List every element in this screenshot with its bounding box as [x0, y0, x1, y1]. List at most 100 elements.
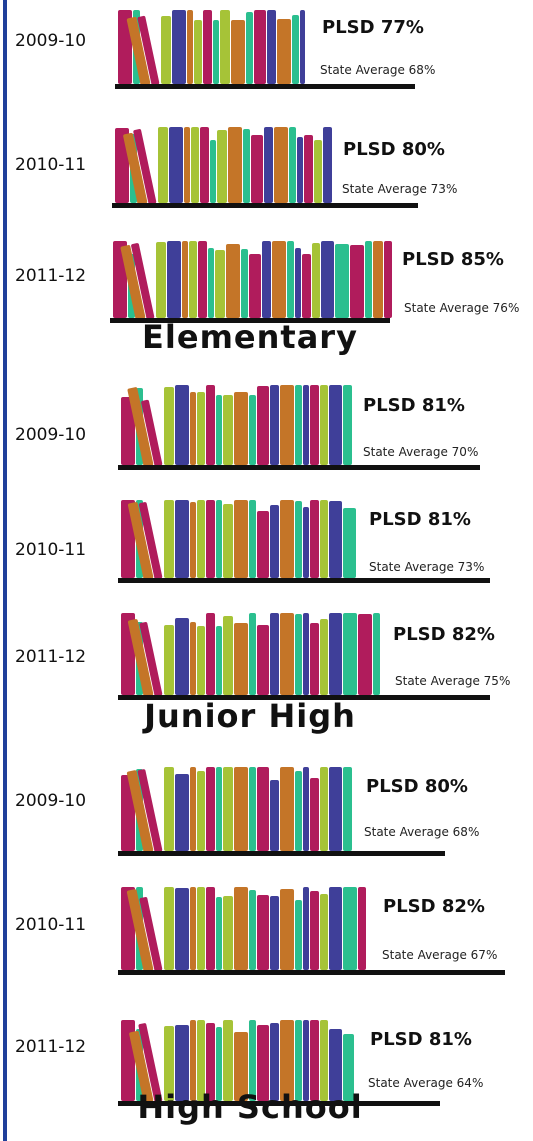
shelf — [118, 970, 505, 975]
book — [210, 140, 216, 203]
book — [280, 500, 294, 578]
book — [216, 395, 222, 465]
book — [329, 887, 342, 970]
side-bar — [3, 0, 7, 1141]
book — [223, 395, 233, 465]
book — [280, 613, 294, 695]
book — [264, 127, 273, 203]
state-average: State Average 64% — [368, 1076, 483, 1090]
district-rate: PLSD 85% — [402, 249, 504, 270]
book — [175, 500, 189, 578]
shelf — [112, 203, 418, 208]
district-rate: PLSD 81% — [363, 395, 465, 416]
book — [262, 241, 271, 318]
book — [303, 613, 309, 695]
group-title: Junior High — [142, 697, 356, 735]
book — [206, 887, 215, 970]
book — [194, 20, 202, 84]
book — [200, 127, 209, 203]
book — [223, 616, 233, 695]
book — [257, 895, 269, 970]
district-rate: PLSD 81% — [370, 1029, 472, 1050]
shelf — [118, 851, 445, 856]
infographic: 2009-10PLSD 77%State Average 68%2010-11P… — [0, 0, 533, 1141]
book — [320, 894, 328, 970]
state-average: State Average 67% — [382, 948, 497, 962]
book — [234, 887, 248, 970]
book — [164, 625, 174, 695]
shelf — [118, 578, 490, 583]
book — [302, 254, 311, 318]
book — [243, 129, 250, 203]
year-label: 2009-10 — [15, 791, 86, 811]
book — [329, 767, 342, 851]
book — [373, 241, 383, 318]
book — [314, 140, 322, 203]
district-rate: PLSD 82% — [393, 624, 495, 645]
book — [289, 127, 296, 203]
book — [373, 613, 380, 695]
book — [270, 505, 279, 578]
book — [384, 241, 392, 318]
book — [206, 767, 215, 851]
book — [234, 392, 248, 465]
book — [323, 127, 332, 203]
book — [358, 614, 372, 695]
book — [329, 501, 342, 578]
book — [320, 767, 328, 851]
shelf — [118, 465, 480, 470]
book — [257, 625, 269, 695]
book — [197, 771, 205, 851]
book — [270, 613, 279, 695]
book — [175, 618, 189, 695]
book — [190, 392, 196, 465]
book — [190, 502, 196, 578]
state-average: State Average 73% — [342, 182, 457, 196]
book — [182, 241, 188, 318]
year-label: 2011-12 — [15, 1037, 86, 1057]
year-label: 2010-11 — [15, 155, 86, 175]
book — [343, 508, 356, 578]
book — [343, 613, 357, 695]
book — [312, 243, 320, 318]
book — [280, 385, 294, 465]
book — [295, 248, 301, 318]
book — [295, 501, 302, 578]
district-rate: PLSD 81% — [369, 509, 471, 530]
book — [156, 242, 166, 318]
book — [257, 511, 269, 578]
book — [158, 127, 168, 203]
book — [206, 385, 215, 465]
book — [295, 614, 302, 695]
book — [303, 385, 309, 465]
book — [329, 613, 342, 695]
state-average: State Average 75% — [395, 674, 510, 688]
book — [270, 780, 279, 851]
book — [320, 619, 328, 695]
book — [206, 500, 215, 578]
district-rate: PLSD 80% — [343, 139, 445, 160]
book — [295, 771, 302, 851]
year-label: 2010-11 — [15, 915, 86, 935]
book — [223, 504, 233, 578]
book — [169, 127, 183, 203]
book — [335, 244, 349, 318]
book — [310, 778, 319, 851]
book — [297, 137, 303, 203]
book — [197, 500, 205, 578]
book — [300, 10, 305, 84]
book — [197, 626, 205, 695]
book — [320, 500, 328, 578]
book — [187, 10, 193, 84]
book — [321, 241, 334, 318]
book — [208, 248, 214, 318]
book — [270, 896, 279, 970]
book — [280, 889, 294, 970]
book — [277, 19, 291, 84]
book — [295, 385, 302, 465]
book — [358, 887, 366, 970]
book — [292, 15, 299, 84]
book — [257, 767, 269, 851]
year-label: 2011-12 — [15, 266, 86, 286]
book — [220, 10, 230, 84]
